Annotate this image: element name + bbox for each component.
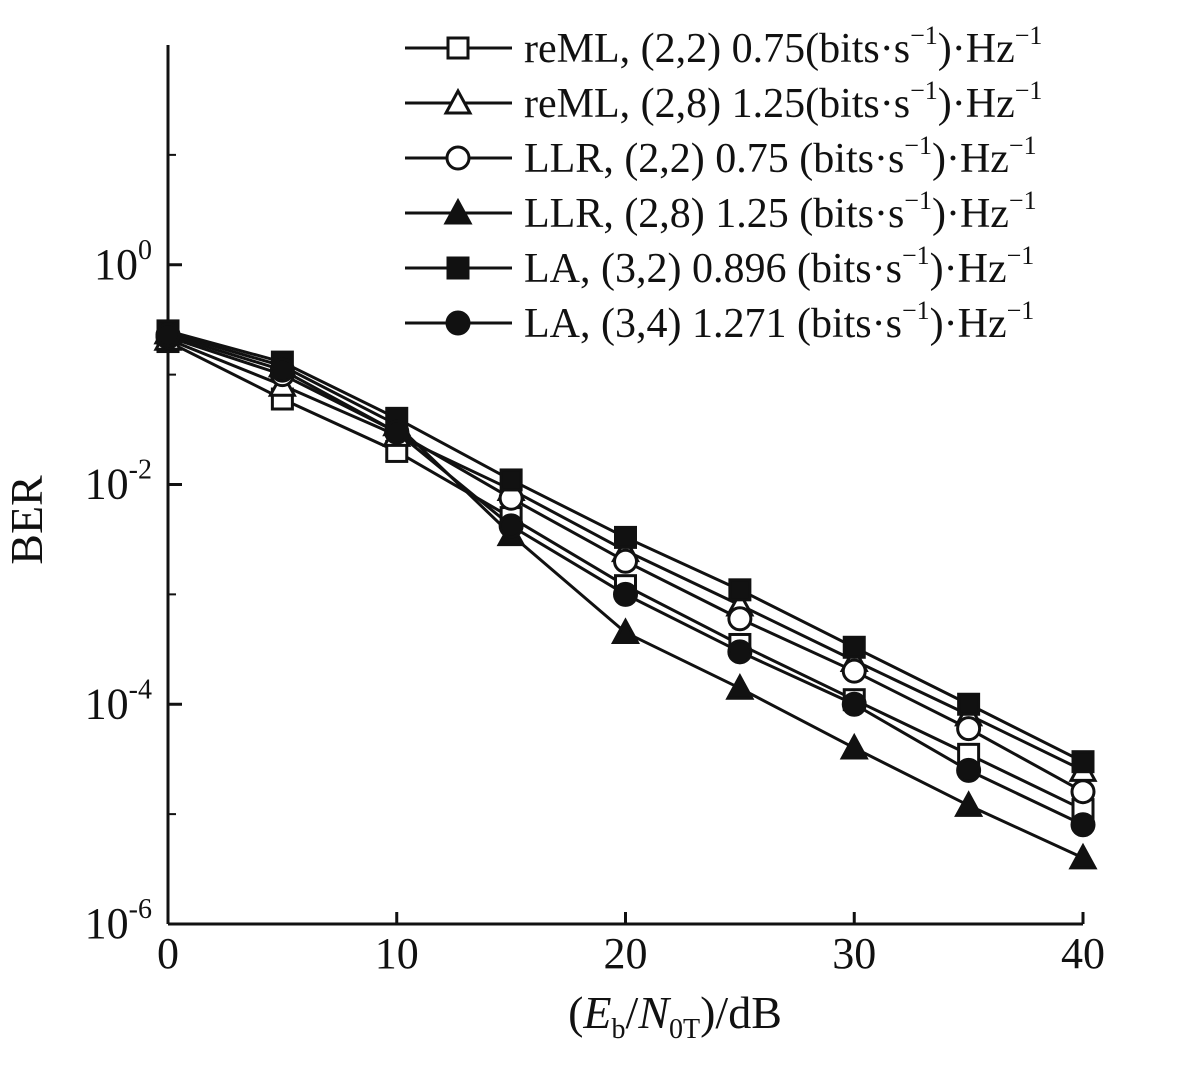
legend-label: LA, (3,4) 1.271 (bits·s−1)·Hz−1 [524, 296, 1034, 347]
data-point [384, 419, 410, 445]
legend-marker [443, 197, 473, 225]
x-tick-label: 0 [157, 929, 179, 978]
series-3 [155, 324, 1096, 805]
data-point [842, 635, 866, 659]
legend-marker [445, 310, 471, 336]
x-tick-label: 30 [832, 929, 876, 978]
data-point [498, 513, 524, 539]
x-axis-label: (Eb/N0T)/dB [568, 987, 782, 1045]
data-point [728, 578, 752, 602]
data-point [1068, 842, 1098, 870]
data-point [727, 606, 753, 632]
data-point [1070, 812, 1096, 838]
legend-marker [446, 36, 470, 60]
legend-marker [443, 87, 473, 115]
legend-label: reML, (2,8) 1.25(bits·s−1)·Hz−1 [524, 76, 1042, 127]
data-point [954, 790, 984, 817]
series-6 [155, 322, 1096, 838]
series-5 [156, 319, 1095, 774]
legend-label: LLR, (2,8) 1.25 (bits·s−1)·Hz−1 [524, 186, 1037, 237]
data-point [155, 322, 181, 348]
data-point [725, 673, 755, 700]
y-tick-label: 10-4 [85, 674, 152, 728]
legend-item-3: LLR, (2,2) 0.75 (bits·s−1)·Hz−1 [405, 131, 1037, 182]
x-tick-label: 10 [375, 929, 419, 978]
data-point [610, 617, 641, 644]
data-point [614, 525, 637, 549]
y-tick-label: 10-6 [85, 894, 152, 948]
legend-label: reML, (2,2) 0.75(bits·s−1)·Hz−1 [524, 21, 1042, 72]
x-tick-label: 40 [1061, 929, 1105, 978]
data-point [841, 658, 867, 684]
y-ticks: 100 10-2 10-4 10-6 [85, 153, 182, 948]
data-point [841, 691, 867, 717]
data-point [957, 692, 981, 716]
legend-item-2: reML, (2,8) 1.25(bits·s−1)·Hz−1 [405, 76, 1042, 127]
legend-label: LA, (3,2) 0.896 (bits·s−1)·Hz−1 [524, 241, 1034, 292]
series-layer [153, 317, 1098, 870]
legend-item-1: reML, (2,2) 0.75(bits·s−1)·Hz−1 [405, 21, 1042, 72]
legend-item-6: LA, (3,4) 1.271 (bits·s−1)·Hz−1 [405, 296, 1034, 347]
data-point [269, 357, 295, 383]
y-axis-label: BER [1, 475, 52, 565]
legend-item-5: LA, (3,2) 0.896 (bits·s−1)·Hz−1 [405, 241, 1034, 292]
y-tick-label: 100 [94, 235, 152, 289]
data-point [499, 468, 523, 492]
legend-marker [446, 256, 470, 280]
y-tick-label: 10-2 [85, 455, 152, 509]
data-point [613, 581, 638, 607]
data-point [613, 548, 638, 574]
x-tick-label: 20 [604, 929, 648, 978]
legend-label: LLR, (2,2) 0.75 (bits·s−1)·Hz−1 [524, 131, 1037, 182]
data-point [1070, 779, 1096, 805]
legend-marker [445, 145, 471, 171]
series-1 [156, 330, 1095, 822]
data-point [839, 732, 869, 760]
data-point [1071, 750, 1095, 774]
data-point [956, 716, 982, 742]
x-ticks: 0 10 20 30 40 [157, 912, 1105, 978]
legend-item-4: LLR, (2,8) 1.25 (bits·s−1)·Hz−1 [405, 186, 1037, 237]
data-point [956, 757, 982, 783]
data-point [727, 639, 753, 665]
